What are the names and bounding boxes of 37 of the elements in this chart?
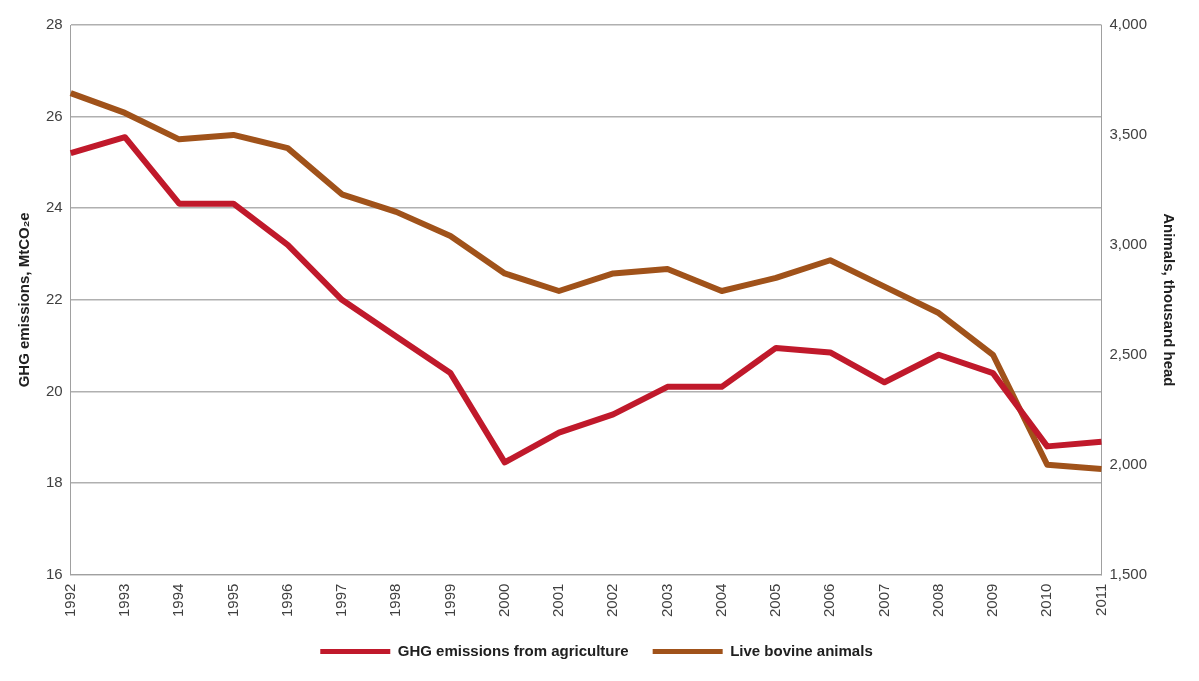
- y-tick-label: 26: [46, 106, 63, 124]
- x-tick-label: 2002: [603, 583, 621, 618]
- x-tick-label: 1993: [115, 583, 133, 618]
- x-tick-label: 1997: [332, 583, 350, 618]
- y-tick-label: 24: [46, 198, 63, 216]
- x-tick-label: 2001: [549, 583, 567, 618]
- y-tick-label: 28: [46, 15, 63, 33]
- x-tick-label: 2008: [928, 583, 946, 618]
- y2-tick-label: 4,000: [1109, 15, 1148, 33]
- x-tick-label: 1992: [60, 583, 78, 618]
- x-tick-label: 2005: [766, 583, 784, 618]
- x-tick-label: 2007: [874, 583, 892, 618]
- x-tick-label: 1999: [440, 583, 458, 618]
- x-tick-label: 2000: [494, 583, 512, 618]
- x-tick-label: 2004: [711, 583, 729, 618]
- x-tick-label: 1994: [169, 583, 187, 618]
- x-tick-label: 1996: [277, 583, 295, 618]
- y2-tick-label: 3,000: [1109, 234, 1148, 252]
- x-tick-label: 2010: [1037, 583, 1055, 618]
- x-tick-label: 2003: [657, 583, 675, 618]
- y2-axis-title: Animals, thousand head: [1160, 213, 1178, 387]
- y-tick-label: 18: [46, 473, 63, 491]
- y-axis-title: GHG emissions, MtCO₂e: [15, 212, 33, 388]
- y2-tick-label: 2,500: [1109, 344, 1148, 362]
- legend-label: Live bovine animals: [730, 641, 873, 659]
- y-tick-label: 16: [46, 564, 63, 582]
- x-tick-label: 2011: [1091, 583, 1109, 616]
- x-tick-label: 2009: [983, 583, 1001, 618]
- x-tick-label: 2006: [820, 583, 838, 618]
- y-tick-label: 20: [46, 381, 63, 399]
- legend-label: GHG emissions from agriculture: [397, 641, 629, 659]
- x-tick-label: 1995: [223, 583, 241, 618]
- y-tick-label: 22: [46, 289, 63, 307]
- y2-tick-label: 3,500: [1109, 125, 1148, 143]
- x-tick-label: 1998: [386, 583, 404, 618]
- y2-tick-label: 2,000: [1109, 454, 1148, 472]
- y2-tick-label: 1,500: [1109, 564, 1148, 582]
